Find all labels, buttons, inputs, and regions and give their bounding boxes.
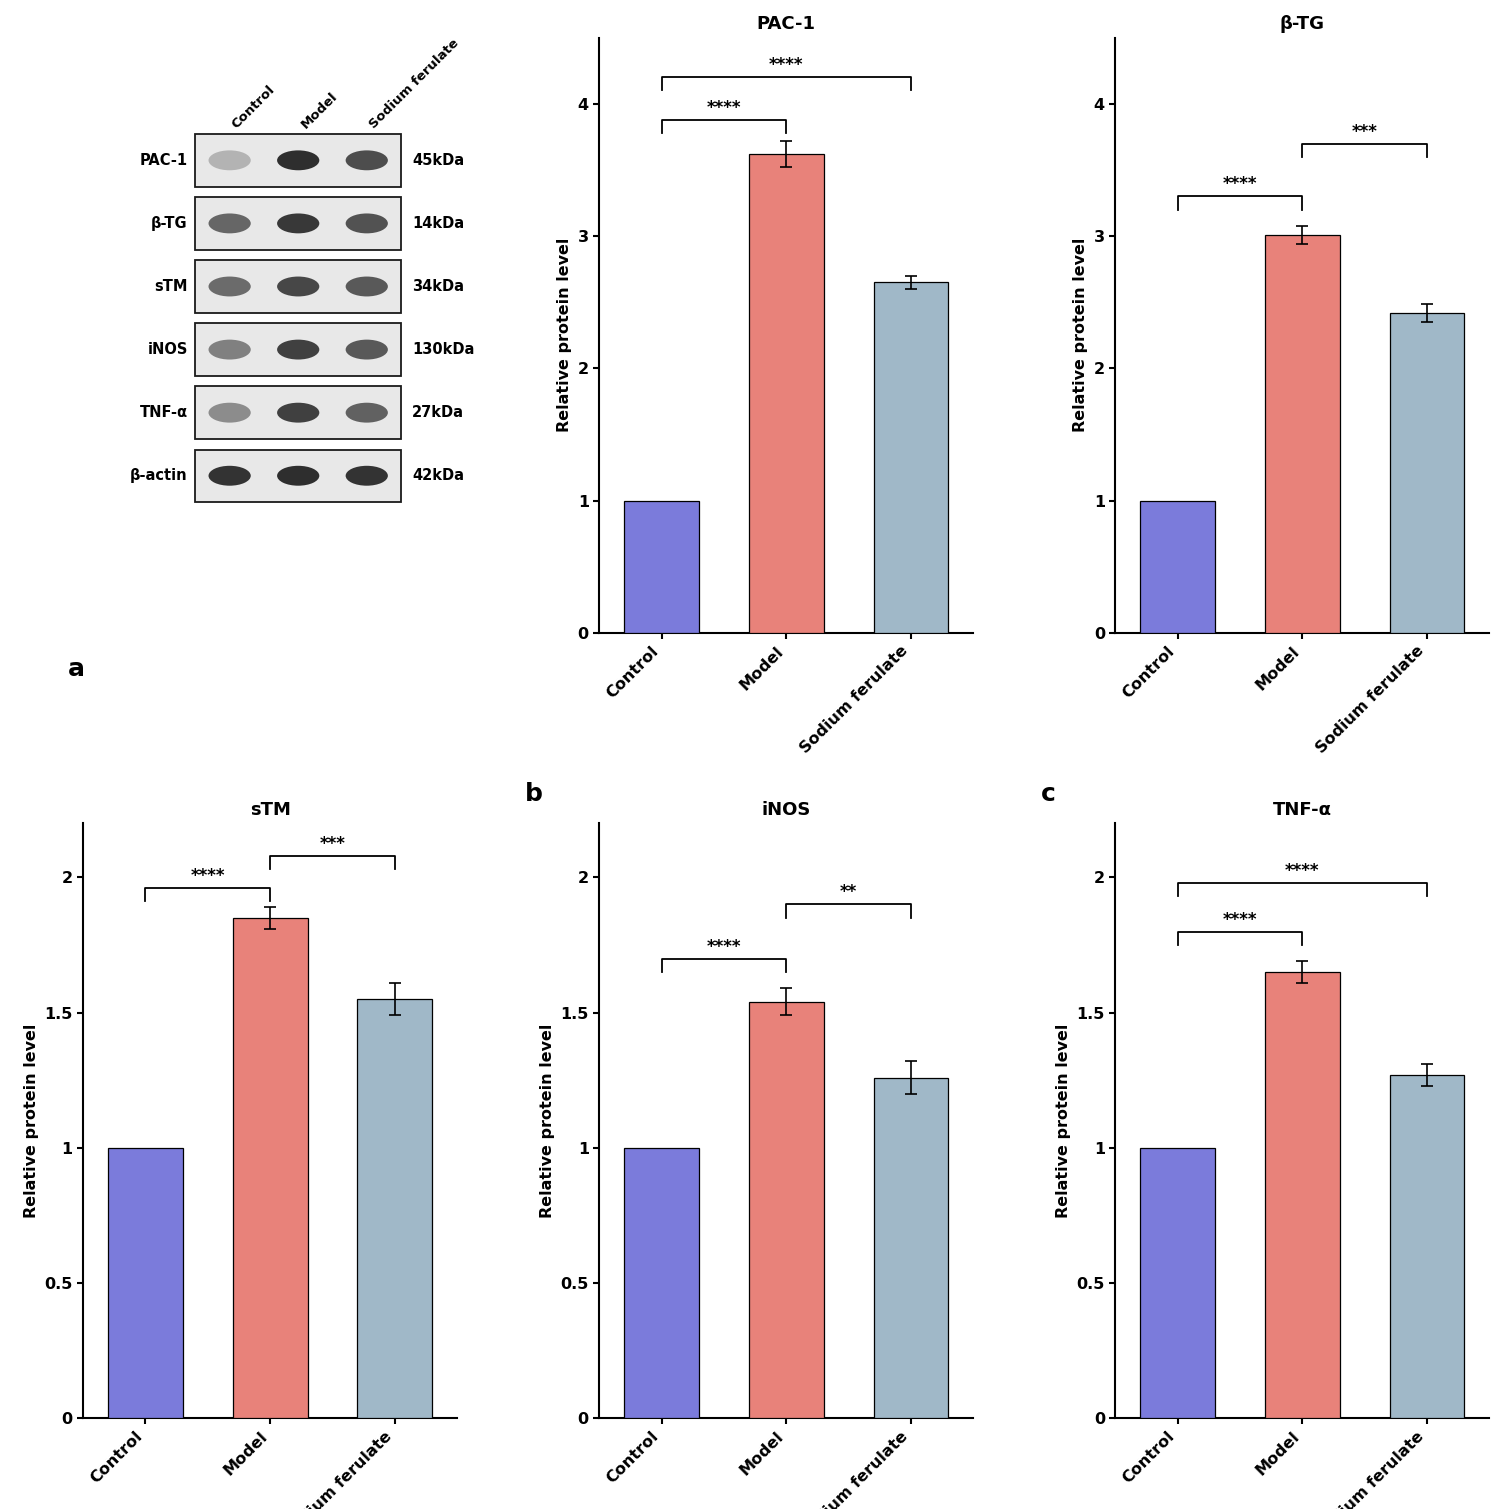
- Text: ****: ****: [191, 868, 225, 886]
- Text: 14kDa: 14kDa: [413, 216, 464, 231]
- Bar: [624, 501, 699, 632]
- Ellipse shape: [346, 340, 389, 359]
- Text: PAC-1: PAC-1: [139, 152, 187, 167]
- Title: iNOS: iNOS: [762, 801, 810, 819]
- Text: 42kDa: 42kDa: [413, 468, 464, 483]
- Ellipse shape: [209, 276, 251, 296]
- Text: ****: ****: [770, 56, 803, 74]
- Bar: [748, 154, 824, 632]
- Text: sTM: sTM: [154, 279, 187, 294]
- Ellipse shape: [277, 213, 319, 234]
- Bar: [195, 386, 401, 439]
- Text: 45kDa: 45kDa: [413, 152, 464, 167]
- Text: 27kDa: 27kDa: [413, 404, 464, 420]
- Y-axis label: Relative protein level: Relative protein level: [540, 1023, 555, 1218]
- Text: c: c: [1040, 782, 1055, 806]
- Ellipse shape: [277, 466, 319, 486]
- Bar: [233, 917, 307, 1418]
- Bar: [874, 282, 948, 632]
- Text: ****: ****: [706, 98, 741, 116]
- Bar: [195, 323, 401, 376]
- Text: Model: Model: [298, 89, 340, 131]
- Ellipse shape: [209, 340, 251, 359]
- Ellipse shape: [346, 151, 389, 171]
- Text: TNF-α: TNF-α: [139, 404, 187, 420]
- Bar: [624, 1148, 699, 1418]
- Text: ****: ****: [1223, 910, 1258, 928]
- Text: β-actin: β-actin: [130, 468, 187, 483]
- Text: 130kDa: 130kDa: [413, 343, 475, 358]
- Text: ****: ****: [1285, 862, 1320, 880]
- Ellipse shape: [209, 403, 251, 423]
- Title: TNF-α: TNF-α: [1273, 801, 1332, 819]
- Bar: [1140, 1148, 1216, 1418]
- Bar: [748, 1002, 824, 1418]
- Bar: [1140, 501, 1216, 632]
- Bar: [195, 261, 401, 312]
- Ellipse shape: [277, 151, 319, 171]
- Text: Sodium ferulate: Sodium ferulate: [367, 36, 461, 131]
- Ellipse shape: [346, 466, 389, 486]
- Text: ***: ***: [1352, 122, 1377, 140]
- Bar: [1390, 312, 1465, 632]
- Ellipse shape: [277, 276, 319, 296]
- Bar: [107, 1148, 183, 1418]
- Bar: [1266, 972, 1340, 1418]
- Y-axis label: Relative protein level: Relative protein level: [1055, 1023, 1070, 1218]
- Ellipse shape: [277, 340, 319, 359]
- Text: iNOS: iNOS: [148, 343, 187, 358]
- Bar: [195, 450, 401, 502]
- Title: PAC-1: PAC-1: [756, 15, 816, 33]
- Text: ****: ****: [706, 937, 741, 955]
- Bar: [1390, 1074, 1465, 1418]
- Bar: [1266, 235, 1340, 632]
- Text: ***: ***: [319, 834, 345, 853]
- Ellipse shape: [209, 151, 251, 171]
- Ellipse shape: [346, 276, 389, 296]
- Ellipse shape: [209, 213, 251, 234]
- Bar: [195, 134, 401, 187]
- Ellipse shape: [346, 403, 389, 423]
- Ellipse shape: [209, 466, 251, 486]
- Title: β-TG: β-TG: [1279, 15, 1325, 33]
- Text: 34kDa: 34kDa: [413, 279, 464, 294]
- Text: a: a: [68, 656, 85, 681]
- Bar: [195, 198, 401, 249]
- Text: **: **: [841, 883, 857, 901]
- Text: Control: Control: [230, 83, 278, 131]
- Bar: [874, 1077, 948, 1418]
- Bar: [357, 999, 432, 1418]
- Text: β-TG: β-TG: [151, 216, 187, 231]
- Y-axis label: Relative protein level: Relative protein level: [1074, 238, 1089, 433]
- Y-axis label: Relative protein level: Relative protein level: [556, 238, 572, 433]
- Ellipse shape: [346, 213, 389, 234]
- Ellipse shape: [277, 403, 319, 423]
- Text: ****: ****: [1223, 175, 1258, 193]
- Title: sTM: sTM: [249, 801, 290, 819]
- Y-axis label: Relative protein level: Relative protein level: [24, 1023, 39, 1218]
- Text: b: b: [525, 782, 543, 806]
